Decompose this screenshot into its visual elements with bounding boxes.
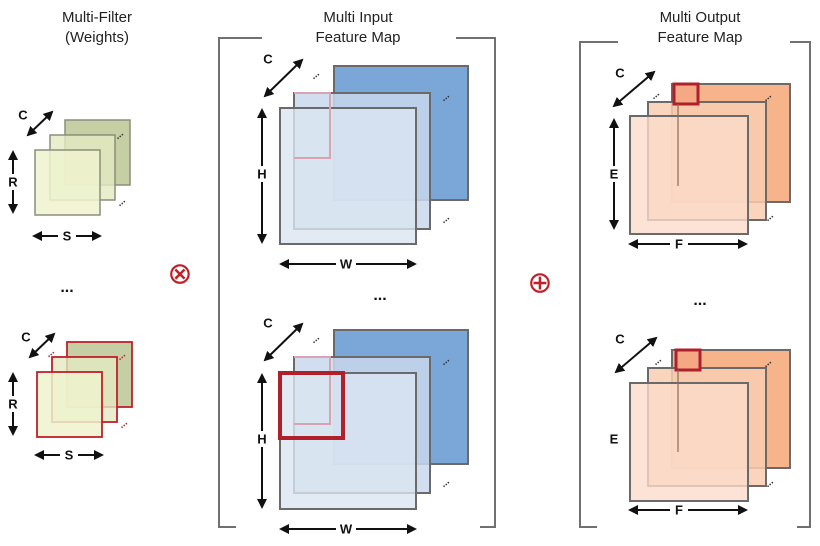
filter-1-s-bg [58, 228, 76, 244]
output-1-e-bg [605, 166, 623, 182]
output-1-c-arrow [612, 70, 656, 108]
input-1-c-arrow [263, 58, 304, 98]
input-2-h-label: H [257, 431, 266, 446]
output-2-f-bg [670, 502, 688, 518]
filter-2-r-bg [5, 396, 21, 412]
filter-1-c-arrow [26, 110, 54, 137]
input-1-dots-bottom: ... [438, 212, 452, 226]
output-bracket [579, 41, 811, 528]
filter-stack-1: ... ... [34, 119, 131, 216]
input-2-w-bg [336, 521, 356, 537]
filter-title-line2: (Weights) [65, 29, 129, 46]
input-window-highlight [278, 371, 345, 440]
output-title-line1: Multi Output [660, 9, 742, 26]
output-2-f-label: F [675, 502, 683, 517]
output-1-f-bg [670, 236, 688, 252]
filter-ellipsis: ... [60, 279, 73, 296]
filter-stack-2: ... ... ... [36, 341, 133, 438]
output-1-dots-top: ... [648, 88, 662, 102]
filter-title-line1: Multi-Filter [62, 9, 132, 26]
filter-2-s-bg [60, 447, 78, 463]
output-1-c-label: C [615, 65, 625, 80]
output-2-pixel-highlight [674, 348, 702, 372]
output-map-stack-1: ... ... ... [629, 82, 791, 235]
input-title-line2: Feature Map [315, 29, 400, 46]
output-1-e-label: E [610, 166, 619, 181]
output-1-f-label: F [675, 236, 683, 251]
input-1-w-label: W [340, 256, 353, 271]
input-1-dots-top: ... [308, 68, 322, 82]
input-2-w-label: W [340, 521, 353, 536]
output-1-pixel-highlight [672, 82, 700, 106]
output-2-dots-top: ... [650, 354, 664, 368]
input-1-h-bg [253, 166, 271, 182]
filter-2-s-label: S [65, 447, 74, 462]
output-2-c-arrow [614, 336, 658, 374]
filter-1-c-label: C [18, 107, 28, 122]
filter-1-dots-bottom: ... [114, 195, 128, 209]
input-1-c-label: C [263, 51, 273, 66]
filter-1-r-bg [5, 174, 21, 190]
filter-2-c-arrow [28, 332, 56, 359]
input-title-line1: Multi Input [323, 9, 393, 26]
input-2-dots-top: ... [308, 332, 322, 346]
output-2-c-label: C [615, 331, 625, 346]
input-ellipsis: ... [373, 287, 386, 304]
filter-1-s-label: S [63, 228, 72, 243]
input-map-stack-1: ... ... ... [279, 65, 469, 245]
accumulate-operator: ⊕ [527, 266, 552, 301]
filter-1-r-label: R [8, 174, 18, 189]
input-2-c-arrow [263, 322, 304, 362]
filter-2-dots-bottom: ... [116, 417, 130, 431]
input-1-w-bg [336, 256, 356, 272]
filter-2-c-label: C [21, 329, 31, 344]
output-title-line2: Feature Map [657, 29, 742, 46]
output-map-stack-2: ... ... ... [629, 348, 791, 502]
input-1-h-label: H [257, 166, 266, 181]
output-2-e-label: E [610, 431, 619, 446]
input-bracket [218, 37, 496, 528]
input-map-stack-2: ... ... ... [278, 329, 469, 510]
convolution-operator: ⊗ [167, 257, 192, 292]
input-2-h-bg [253, 431, 271, 447]
input-2-c-label: C [263, 315, 273, 330]
input-2-dots-bottom: ... [438, 476, 452, 490]
output-ellipsis: ... [693, 292, 706, 309]
filter-2-r-label: R [8, 396, 18, 411]
